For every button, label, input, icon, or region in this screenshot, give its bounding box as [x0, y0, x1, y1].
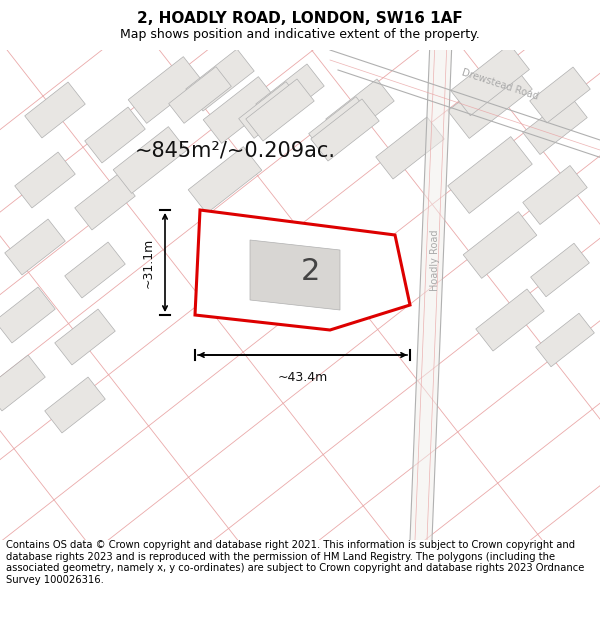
Polygon shape: [45, 377, 105, 433]
Text: ~845m²/~0.209ac.: ~845m²/~0.209ac.: [134, 140, 335, 160]
Polygon shape: [169, 67, 232, 123]
Polygon shape: [246, 79, 314, 141]
Polygon shape: [530, 67, 590, 123]
Text: Contains OS data © Crown copyright and database right 2021. This information is : Contains OS data © Crown copyright and d…: [6, 540, 584, 585]
Text: ~43.4m: ~43.4m: [277, 371, 328, 384]
Polygon shape: [195, 210, 410, 330]
Polygon shape: [128, 57, 202, 123]
Polygon shape: [186, 49, 254, 111]
Polygon shape: [196, 0, 264, 46]
Polygon shape: [476, 289, 544, 351]
Text: Hoadly Road: Hoadly Road: [430, 229, 440, 291]
Polygon shape: [523, 166, 587, 224]
Polygon shape: [85, 107, 145, 163]
Polygon shape: [536, 313, 595, 367]
Polygon shape: [203, 77, 277, 143]
Polygon shape: [448, 62, 532, 138]
Polygon shape: [15, 152, 75, 208]
Text: Drewstead Road: Drewstead Road: [460, 68, 539, 102]
Polygon shape: [451, 44, 529, 116]
Polygon shape: [25, 82, 85, 138]
Polygon shape: [0, 355, 45, 411]
Polygon shape: [239, 82, 301, 138]
Polygon shape: [326, 79, 394, 141]
Polygon shape: [188, 147, 262, 213]
Text: ~31.1m: ~31.1m: [142, 238, 155, 288]
Polygon shape: [308, 97, 371, 153]
Polygon shape: [75, 174, 135, 230]
Polygon shape: [410, 50, 452, 540]
Polygon shape: [523, 96, 587, 154]
Polygon shape: [55, 309, 115, 365]
Polygon shape: [0, 287, 55, 343]
Polygon shape: [65, 242, 125, 298]
Text: 2, HOADLY ROAD, LONDON, SW16 1AF: 2, HOADLY ROAD, LONDON, SW16 1AF: [137, 11, 463, 26]
Polygon shape: [256, 64, 324, 126]
Polygon shape: [448, 137, 532, 213]
Polygon shape: [250, 240, 340, 310]
Polygon shape: [463, 212, 537, 278]
Polygon shape: [376, 117, 444, 179]
Polygon shape: [311, 99, 379, 161]
Text: 2: 2: [301, 258, 320, 286]
Text: Map shows position and indicative extent of the property.: Map shows position and indicative extent…: [120, 28, 480, 41]
Polygon shape: [5, 219, 65, 275]
Polygon shape: [530, 243, 589, 297]
Polygon shape: [113, 127, 187, 193]
